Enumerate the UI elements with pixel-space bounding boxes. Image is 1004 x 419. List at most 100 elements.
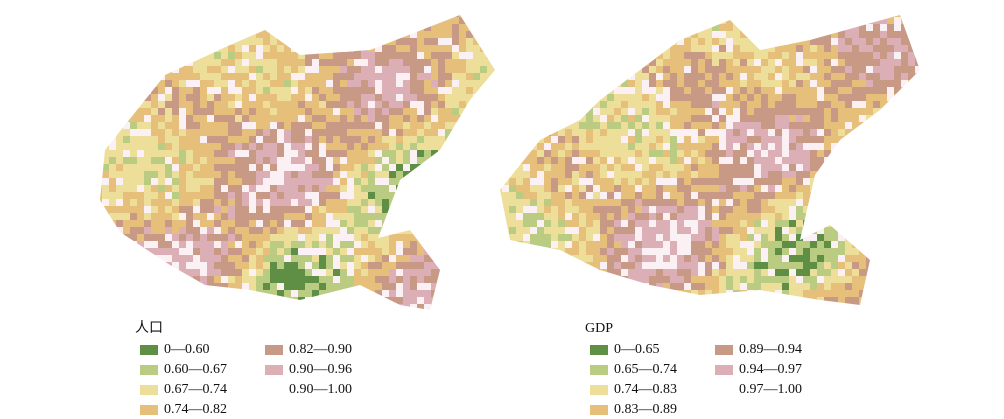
map-cell bbox=[151, 59, 158, 66]
map-cell bbox=[551, 66, 558, 73]
map-cell bbox=[635, 122, 642, 129]
map-cell bbox=[403, 178, 410, 185]
map-cell bbox=[326, 248, 333, 255]
map-cell bbox=[291, 150, 298, 157]
map-cell bbox=[747, 290, 754, 297]
map-cell bbox=[677, 241, 684, 248]
map-cell bbox=[165, 269, 172, 276]
map-cell bbox=[810, 220, 817, 227]
map-cell bbox=[186, 199, 193, 206]
map-cell bbox=[572, 241, 579, 248]
map-cell bbox=[859, 269, 866, 276]
map-cell bbox=[775, 94, 782, 101]
map-cell bbox=[249, 206, 256, 213]
map-cell bbox=[242, 87, 249, 94]
map-cell bbox=[100, 199, 102, 206]
map-cell bbox=[326, 143, 333, 150]
map-cell bbox=[740, 80, 747, 87]
map-cell bbox=[880, 52, 887, 59]
map-cell bbox=[214, 164, 221, 171]
map-cell bbox=[817, 304, 824, 305]
map-cell bbox=[424, 80, 431, 87]
map-cell bbox=[200, 297, 207, 304]
map-cell bbox=[579, 52, 586, 59]
map-cell bbox=[100, 269, 102, 276]
map-cell bbox=[500, 150, 502, 157]
map-cell bbox=[431, 143, 438, 150]
map-cell bbox=[523, 234, 530, 241]
map-cell bbox=[558, 24, 565, 31]
map-cell bbox=[242, 52, 249, 59]
map-cell bbox=[551, 136, 558, 143]
map-cell bbox=[193, 73, 200, 80]
map-cell bbox=[305, 38, 312, 45]
map-cell bbox=[291, 87, 298, 94]
map-cell bbox=[326, 297, 333, 304]
map-cell bbox=[523, 66, 530, 73]
map-cell bbox=[705, 255, 712, 262]
map-cell bbox=[537, 276, 544, 283]
map-cell bbox=[642, 248, 649, 255]
map-cell bbox=[193, 17, 200, 24]
map-cell bbox=[494, 171, 495, 178]
map-cell bbox=[768, 17, 775, 24]
map-cell bbox=[193, 192, 200, 199]
map-cell bbox=[186, 52, 193, 59]
map-cell bbox=[473, 311, 480, 318]
map-cell bbox=[102, 157, 109, 164]
map-cell bbox=[579, 66, 586, 73]
map-cell bbox=[726, 269, 733, 276]
map-cell bbox=[494, 234, 495, 241]
map-cell bbox=[270, 38, 277, 45]
map-cell bbox=[137, 17, 144, 24]
map-cell bbox=[130, 38, 137, 45]
map-cell bbox=[389, 178, 396, 185]
map-cell bbox=[242, 304, 249, 310]
map-cell bbox=[326, 45, 333, 52]
map-cell bbox=[207, 304, 214, 310]
map-cell bbox=[551, 262, 558, 269]
map-cell bbox=[579, 24, 586, 31]
map-cell bbox=[340, 297, 347, 304]
map-cell bbox=[340, 255, 347, 262]
map-cell bbox=[102, 122, 109, 129]
map-cell bbox=[193, 220, 200, 227]
map-cell bbox=[284, 220, 291, 227]
map-cell bbox=[782, 290, 789, 297]
map-cell bbox=[831, 136, 838, 143]
map-cell bbox=[137, 241, 144, 248]
map-cell bbox=[838, 164, 845, 171]
map-cell bbox=[712, 269, 719, 276]
map-cell bbox=[684, 150, 691, 157]
map-cell bbox=[768, 290, 775, 297]
map-cell bbox=[530, 192, 537, 199]
map-cell bbox=[523, 129, 530, 136]
map-cell bbox=[312, 185, 319, 192]
map-cell bbox=[733, 52, 740, 59]
map-cell bbox=[551, 283, 558, 290]
map-cell bbox=[494, 255, 495, 262]
map-cell bbox=[144, 241, 151, 248]
map-cell bbox=[354, 38, 361, 45]
map-cell bbox=[726, 283, 733, 290]
map-cell bbox=[263, 38, 270, 45]
map-cell bbox=[242, 45, 249, 52]
map-cell bbox=[235, 283, 242, 290]
map-cell bbox=[500, 15, 502, 17]
map-cell bbox=[487, 122, 494, 129]
map-cell bbox=[684, 17, 691, 24]
map-cell bbox=[480, 59, 487, 66]
map-cell bbox=[810, 150, 817, 157]
map-cell bbox=[396, 136, 403, 143]
map-cell bbox=[403, 24, 410, 31]
map-cell bbox=[866, 248, 873, 255]
map-cell bbox=[502, 171, 509, 178]
map-cell bbox=[502, 66, 509, 73]
map-cell bbox=[698, 297, 705, 304]
map-cell bbox=[179, 122, 186, 129]
map-cell bbox=[291, 80, 298, 87]
map-cell bbox=[621, 241, 628, 248]
map-cell bbox=[340, 262, 347, 269]
map-cell bbox=[263, 115, 270, 122]
map-cell bbox=[172, 241, 179, 248]
